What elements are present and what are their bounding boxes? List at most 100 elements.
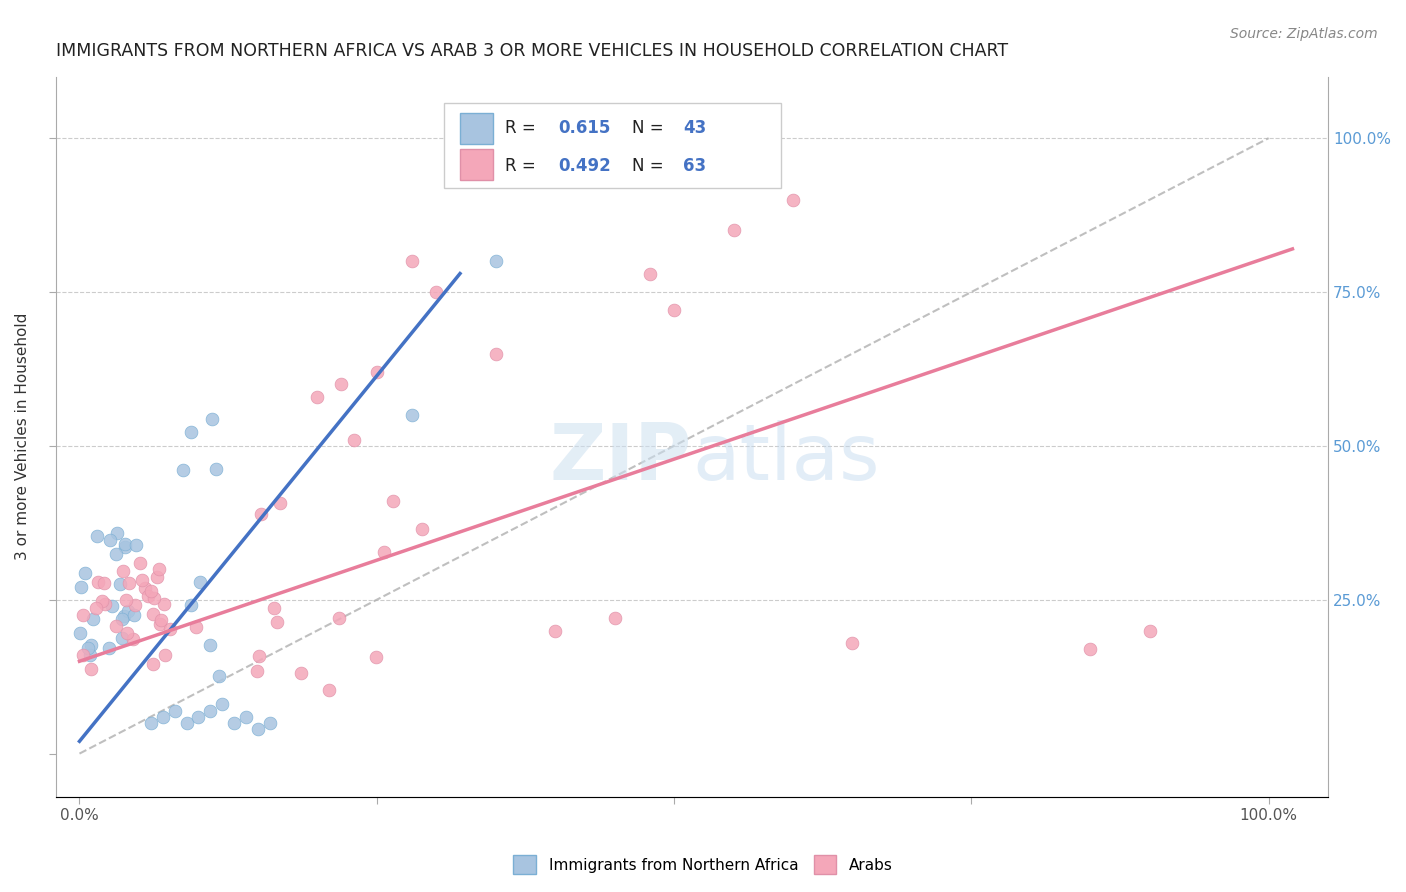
Point [72, 648, 94, 663]
Point [841, 636, 863, 650]
Point [149, 616, 172, 631]
FancyBboxPatch shape [460, 113, 494, 144]
Point [139, 715, 162, 730]
Point [163, 704, 186, 718]
Point [1139, 624, 1161, 638]
Point [200, 704, 222, 718]
Point [117, 605, 139, 619]
Text: Source: ZipAtlas.com: Source: ZipAtlas.com [1230, 27, 1378, 41]
Point [188, 575, 211, 590]
Point [603, 611, 626, 625]
Point [401, 408, 423, 422]
Point [143, 591, 166, 605]
Point [247, 649, 270, 664]
Point [148, 562, 170, 576]
Point [80, 638, 103, 652]
Point [87, 574, 110, 589]
Point [152, 709, 174, 723]
Point [118, 575, 141, 590]
Point [91, 594, 114, 608]
Point [342, 433, 364, 447]
Point [662, 303, 685, 318]
Text: R =: R = [505, 120, 541, 137]
Text: N =: N = [633, 157, 669, 175]
Point [104, 548, 127, 562]
Point [1078, 642, 1101, 657]
Legend: Immigrants from Northern Africa, Arabs: Immigrants from Northern Africa, Arabs [508, 849, 898, 880]
Point [330, 377, 353, 392]
Point [187, 709, 209, 723]
Point [269, 496, 291, 510]
Text: IMMIGRANTS FROM NORTHERN AFRICA VS ARAB 3 OR MORE VEHICLES IN HOUSEHOLD CORRELAT: IMMIGRANTS FROM NORTHERN AFRICA VS ARAB … [56, 42, 1008, 60]
Point [290, 666, 312, 681]
Y-axis label: 3 or more Vehicles in Household: 3 or more Vehicles in Household [15, 313, 30, 560]
Point [172, 463, 194, 477]
Point [246, 664, 269, 678]
Point [136, 589, 159, 603]
Point [79, 662, 101, 676]
Point [122, 608, 145, 623]
Text: 63: 63 [683, 157, 706, 175]
Point [134, 581, 156, 595]
Point [79, 648, 101, 662]
Point [366, 365, 388, 379]
Text: 43: 43 [683, 120, 706, 137]
Point [98, 641, 121, 656]
Point [723, 223, 745, 237]
Text: N =: N = [633, 120, 669, 137]
Point [122, 632, 145, 647]
Point [246, 722, 269, 736]
Point [201, 412, 224, 426]
Point [425, 285, 447, 299]
Point [176, 715, 198, 730]
Point [112, 564, 135, 578]
Point [112, 609, 135, 624]
Point [128, 556, 150, 570]
Point [105, 525, 128, 540]
Point [94, 597, 117, 611]
Point [150, 613, 173, 627]
Point [93, 575, 115, 590]
Point [222, 715, 245, 730]
Point [411, 522, 433, 536]
Point [73, 566, 96, 580]
FancyBboxPatch shape [460, 149, 494, 179]
Text: ZIP: ZIP [550, 420, 692, 496]
Point [235, 709, 257, 723]
Point [69, 581, 91, 595]
Text: 0.492: 0.492 [558, 157, 612, 175]
Point [266, 615, 288, 630]
Point [153, 648, 176, 662]
Point [115, 592, 138, 607]
Point [307, 390, 329, 404]
Point [159, 622, 181, 636]
Point [124, 599, 146, 613]
Point [110, 576, 132, 591]
Point [328, 611, 350, 625]
Point [782, 193, 804, 207]
Point [114, 537, 136, 551]
Point [86, 529, 108, 543]
Point [640, 267, 662, 281]
Point [69, 626, 91, 640]
FancyBboxPatch shape [444, 103, 780, 188]
Point [381, 494, 404, 508]
Point [200, 639, 222, 653]
Point [250, 507, 273, 521]
Point [142, 657, 165, 671]
Point [77, 641, 100, 656]
Point [211, 698, 233, 712]
Point [142, 607, 165, 621]
Point [98, 533, 121, 547]
Point [72, 607, 94, 622]
Point [111, 612, 134, 626]
Text: 0.615: 0.615 [558, 120, 610, 137]
Point [114, 541, 136, 555]
Point [139, 583, 162, 598]
Point [100, 599, 122, 613]
Point [373, 545, 395, 559]
Point [485, 346, 508, 360]
Point [104, 619, 127, 633]
Text: atlas: atlas [692, 420, 879, 496]
Point [208, 669, 231, 683]
